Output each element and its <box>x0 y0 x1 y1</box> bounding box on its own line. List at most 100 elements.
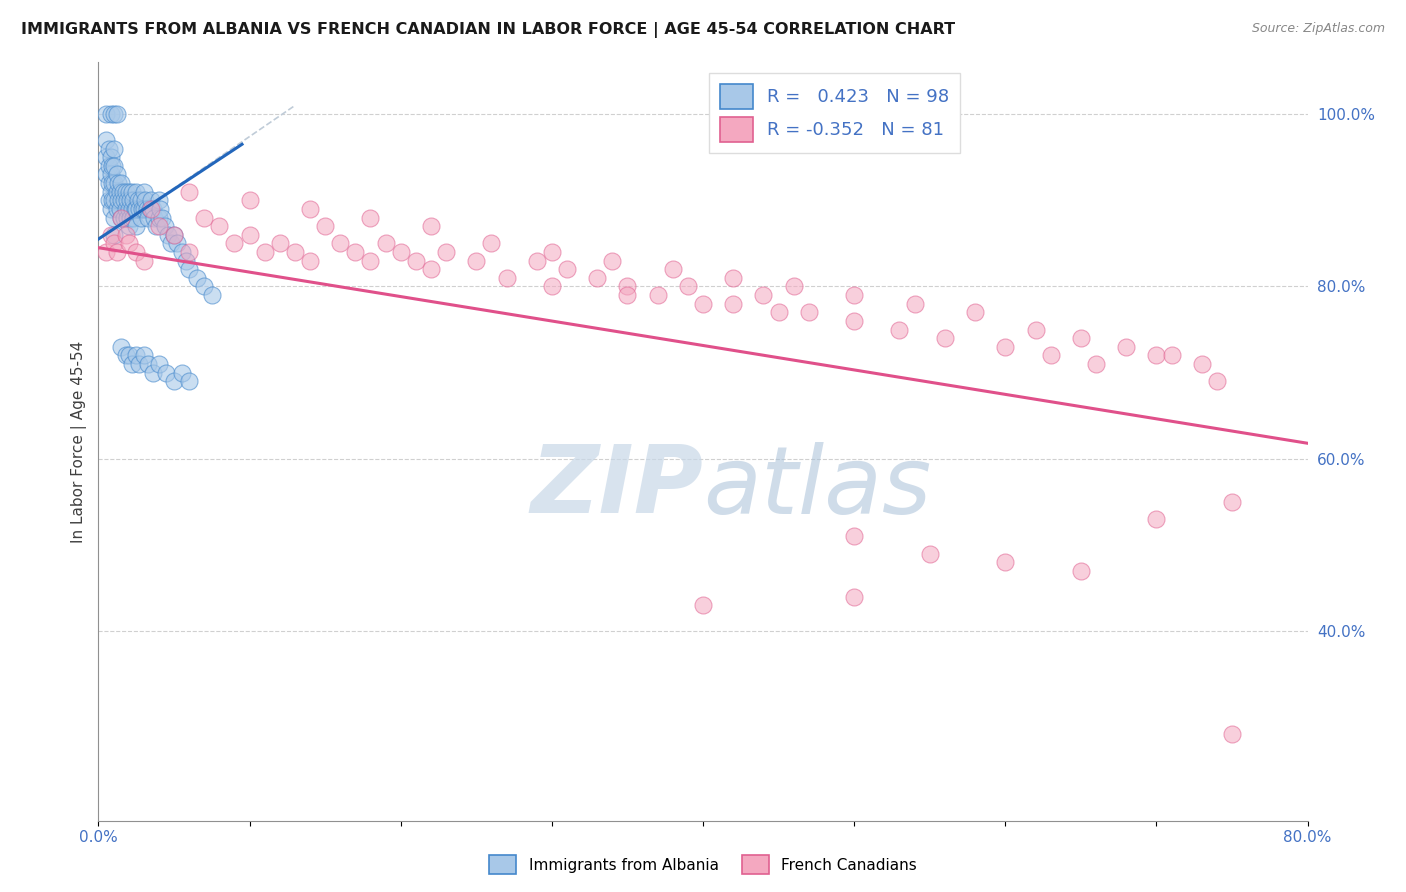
Point <box>100 202 122 216</box>
Point <box>139 202 162 216</box>
Point <box>179 245 201 260</box>
Point <box>555 262 578 277</box>
Point <box>934 331 956 345</box>
Point <box>434 245 457 260</box>
Point <box>149 202 172 216</box>
Point <box>94 107 117 121</box>
Point <box>904 296 927 310</box>
Point <box>179 374 201 388</box>
Point <box>98 176 121 190</box>
Point <box>723 270 745 285</box>
Point <box>142 366 165 380</box>
Point <box>723 296 745 310</box>
Point <box>163 227 186 242</box>
Point <box>110 211 132 225</box>
Point <box>420 262 443 277</box>
Point <box>134 194 156 208</box>
Point <box>118 219 141 234</box>
Point <box>112 194 135 208</box>
Point <box>1039 348 1062 362</box>
Point <box>105 185 128 199</box>
Point <box>118 202 141 216</box>
Point <box>224 236 246 251</box>
Point <box>163 227 186 242</box>
Point <box>314 219 336 234</box>
Point <box>122 194 145 208</box>
Point <box>110 340 132 354</box>
Point <box>844 288 866 302</box>
Point <box>170 245 193 260</box>
Point <box>107 194 129 208</box>
Point <box>132 185 155 199</box>
Point <box>129 194 152 208</box>
Text: ZIP: ZIP <box>530 441 703 533</box>
Point <box>125 245 148 260</box>
Point <box>661 262 683 277</box>
Point <box>844 314 866 328</box>
Point <box>1024 322 1046 336</box>
Point <box>141 202 163 216</box>
Point <box>844 590 866 604</box>
Point <box>153 219 176 234</box>
Point <box>110 211 132 225</box>
Point <box>374 236 396 251</box>
Point <box>1220 495 1243 509</box>
Point <box>360 253 382 268</box>
Point <box>103 227 125 242</box>
Point <box>239 227 262 242</box>
Point <box>768 305 790 319</box>
Point <box>101 194 124 208</box>
Point <box>692 599 714 613</box>
Text: atlas: atlas <box>703 442 931 533</box>
Point <box>118 236 141 251</box>
Legend: Immigrants from Albania, French Canadians: Immigrants from Albania, French Canadian… <box>482 849 924 880</box>
Point <box>125 202 148 216</box>
Point <box>1191 357 1213 371</box>
Point <box>481 236 503 251</box>
Point <box>136 211 159 225</box>
Point <box>186 270 208 285</box>
Point <box>118 348 141 362</box>
Point <box>360 211 382 225</box>
Point <box>111 185 134 199</box>
Point <box>101 159 124 173</box>
Point <box>148 211 170 225</box>
Point <box>125 348 148 362</box>
Point <box>889 322 911 336</box>
Point <box>918 547 941 561</box>
Point <box>128 202 150 216</box>
Point <box>1115 340 1137 354</box>
Point <box>160 236 183 251</box>
Point <box>124 202 146 216</box>
Point <box>148 194 170 208</box>
Point <box>1144 512 1167 526</box>
Point <box>108 185 131 199</box>
Point <box>125 185 148 199</box>
Point <box>145 219 167 234</box>
Point <box>105 168 128 182</box>
Point <box>586 270 609 285</box>
Point <box>115 211 138 225</box>
Point <box>148 219 170 234</box>
Point <box>602 253 624 268</box>
Point <box>125 219 148 234</box>
Point <box>208 219 231 234</box>
Point <box>405 253 427 268</box>
Point <box>105 245 128 260</box>
Point <box>179 185 201 199</box>
Point <box>115 194 138 208</box>
Point <box>121 185 143 199</box>
Point <box>121 357 143 371</box>
Point <box>420 219 443 234</box>
Point <box>1085 357 1108 371</box>
Point <box>141 194 163 208</box>
Point <box>100 185 122 199</box>
Point <box>148 357 170 371</box>
Point <box>797 305 820 319</box>
Point <box>105 202 128 216</box>
Point <box>253 245 276 260</box>
Point <box>122 211 145 225</box>
Point <box>465 253 488 268</box>
Point <box>114 348 136 362</box>
Point <box>132 253 155 268</box>
